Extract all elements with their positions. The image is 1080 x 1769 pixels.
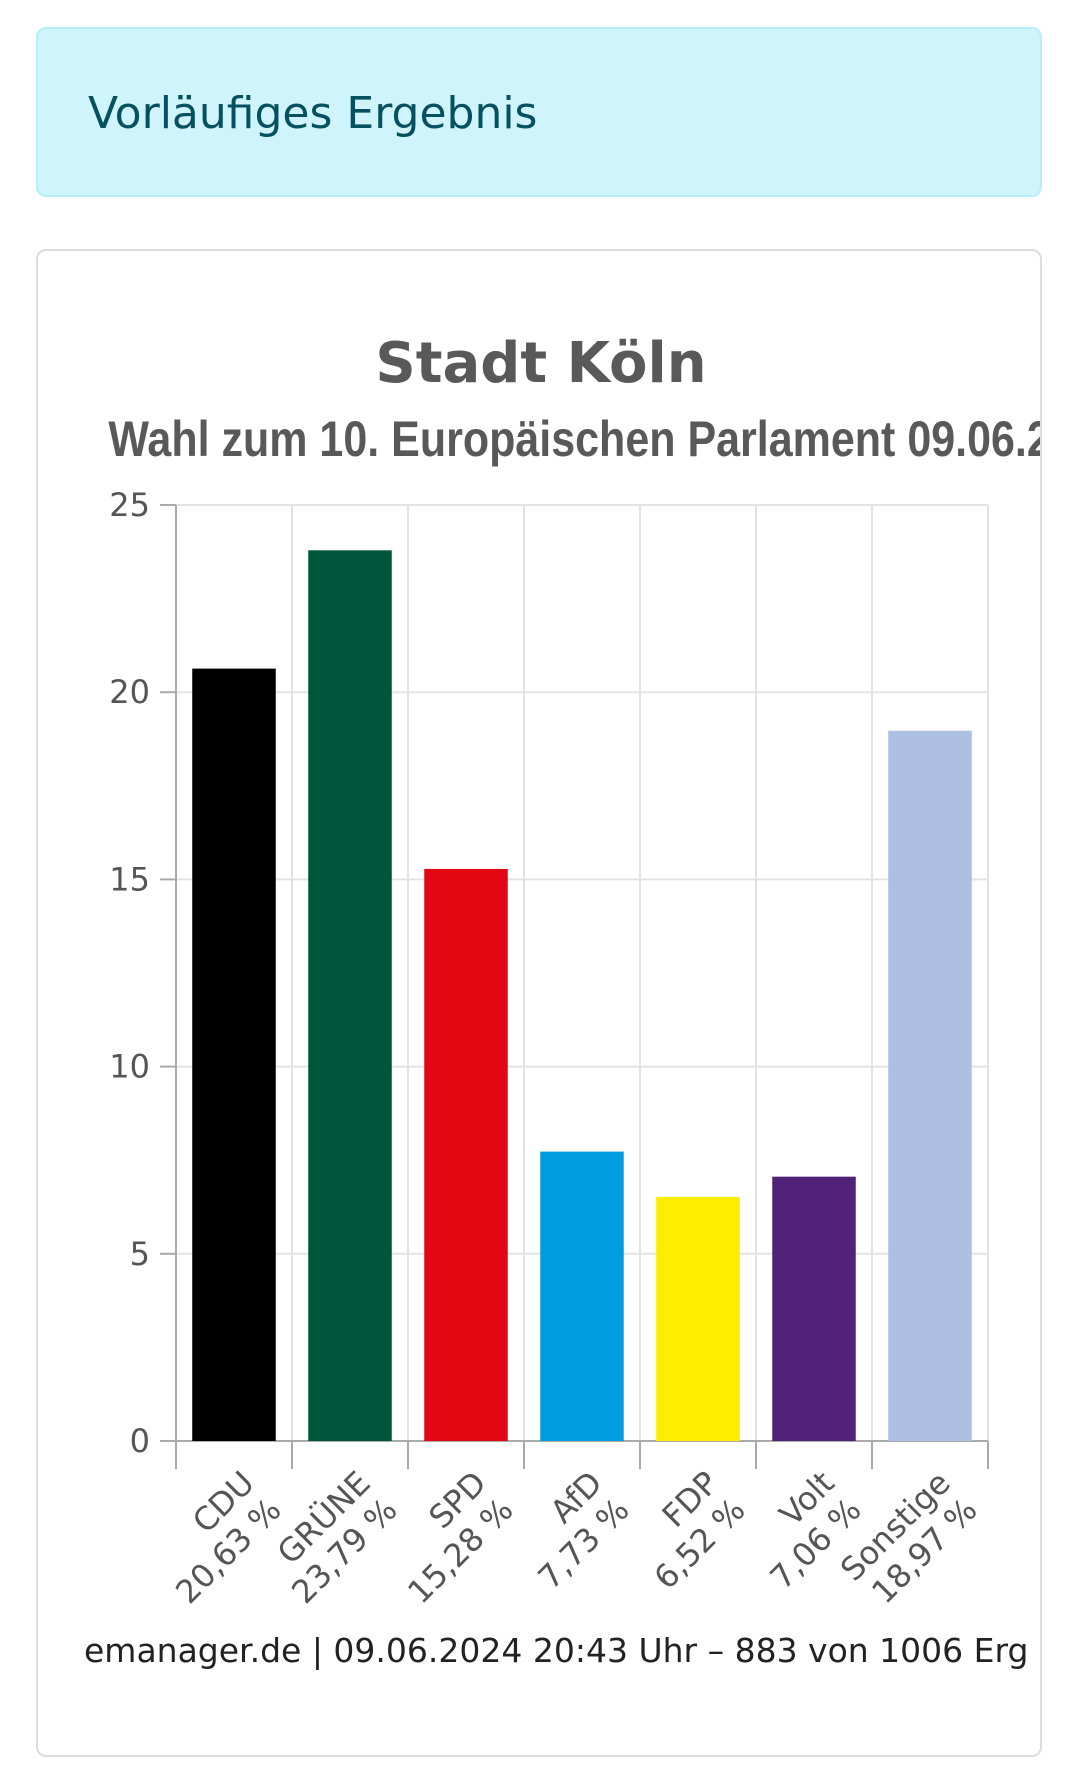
x-tick-label: FDP6,52 % — [620, 1464, 753, 1597]
y-tick-label: 25 — [109, 486, 150, 524]
bar-fdp — [656, 1196, 740, 1441]
x-tick-label: Sonstige18,97 % — [833, 1464, 985, 1616]
bar-gr-ne — [308, 550, 392, 1441]
status-alert-text: Vorläufiges Ergebnis — [88, 88, 538, 139]
y-tick-label: 10 — [109, 1048, 150, 1086]
bar-cdu — [192, 668, 276, 1441]
bar-afd — [540, 1151, 624, 1441]
x-tick-label: CDU20,63 % — [141, 1464, 288, 1611]
chart-card: Stadt Köln Wahl zum 10. Europäischen Par… — [36, 249, 1042, 1757]
source-line: emanager.de | 09.06.2024 20:43 Uhr – 883… — [84, 1631, 1029, 1670]
bar-volt — [772, 1176, 856, 1441]
y-tick-label: 0 — [130, 1422, 150, 1460]
bar-chart: 0 5 10 15 20 25 CDU20,63 %GRÜNE23,79 % SPD15,28… — [109, 486, 989, 1616]
x-tick-label: SPD15,28 % — [373, 1464, 520, 1611]
bar-spd — [424, 868, 508, 1441]
chart-subtitle: Wahl zum 10. Europäischen Parlament 09.0… — [108, 411, 1042, 467]
y-tick-label: 20 — [109, 673, 150, 711]
y-tick-label: 15 — [109, 860, 150, 898]
chart-title: Stadt Köln — [375, 331, 707, 396]
bar-sonstige — [888, 730, 972, 1441]
status-alert: Vorläufiges Ergebnis — [36, 27, 1042, 197]
x-tick-label: AfD7,73 % — [504, 1464, 637, 1597]
y-tick-label: 5 — [130, 1235, 150, 1273]
x-tick-label: GRÜNE23,79 % — [257, 1464, 404, 1611]
